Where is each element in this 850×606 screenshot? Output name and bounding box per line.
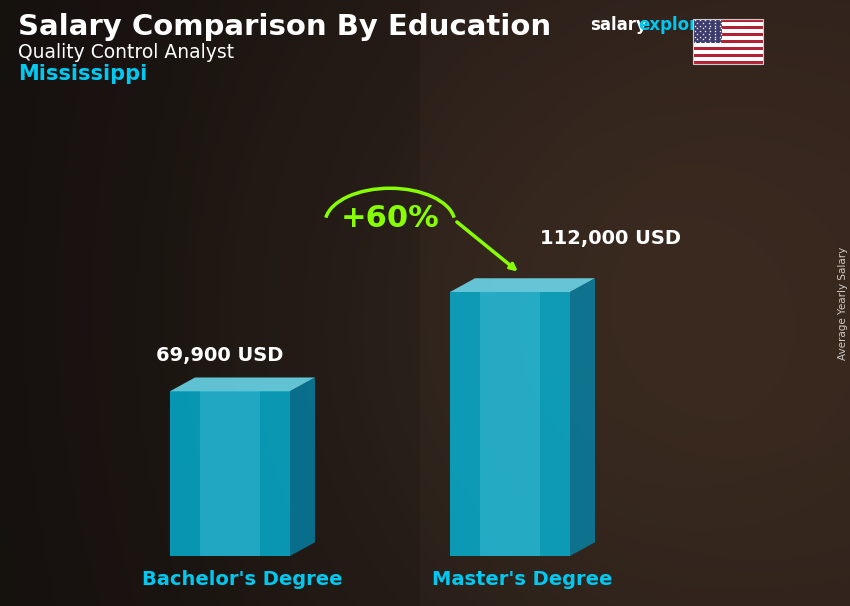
Polygon shape [693,33,763,36]
Polygon shape [450,292,570,556]
Polygon shape [290,378,315,556]
Polygon shape [693,47,763,50]
Text: Mississippi: Mississippi [18,64,147,84]
Polygon shape [693,53,763,57]
Text: .com: .com [693,16,738,34]
Polygon shape [450,278,595,292]
Text: Quality Control Analyst: Quality Control Analyst [18,43,234,62]
Text: Average Yearly Salary: Average Yearly Salary [838,247,848,359]
Polygon shape [693,19,763,22]
Polygon shape [693,61,763,64]
Text: Salary Comparison By Education: Salary Comparison By Education [18,13,551,41]
Text: Bachelor's Degree: Bachelor's Degree [142,570,343,589]
Polygon shape [693,43,763,47]
Polygon shape [170,378,315,391]
Text: salary: salary [590,16,647,34]
Polygon shape [693,36,763,40]
Polygon shape [693,57,763,61]
Text: Master's Degree: Master's Degree [433,570,613,589]
FancyBboxPatch shape [0,0,420,606]
Text: 112,000 USD: 112,000 USD [540,229,681,248]
Polygon shape [170,391,290,556]
Polygon shape [693,29,763,33]
Text: +60%: +60% [341,204,439,233]
Polygon shape [693,19,722,43]
Polygon shape [480,292,540,556]
Polygon shape [693,50,763,53]
Text: 69,900 USD: 69,900 USD [156,347,284,365]
Polygon shape [570,278,595,556]
Polygon shape [693,40,763,43]
Polygon shape [693,26,763,29]
Text: explorer: explorer [638,16,717,34]
Polygon shape [200,391,260,556]
Polygon shape [693,22,763,26]
